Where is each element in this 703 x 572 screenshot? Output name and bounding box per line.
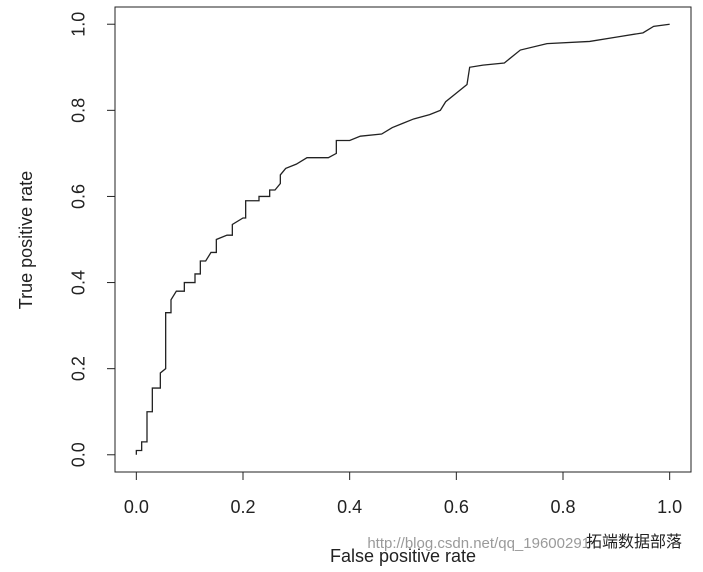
y-tick-label: 0.4 — [69, 270, 89, 295]
y-tick-label: 0.0 — [69, 442, 89, 467]
x-tick-label: 0.4 — [337, 497, 362, 517]
y-tick-label: 0.2 — [69, 356, 89, 381]
y-tick-label: 1.0 — [69, 12, 89, 37]
x-tick-label: 0.6 — [444, 497, 469, 517]
roc-line — [135, 23, 670, 455]
watermark-url: http://blog.csdn.net/qq_19600291 — [367, 535, 590, 552]
y-tick-label: 0.6 — [69, 184, 89, 209]
x-tick-label: 1.0 — [657, 497, 682, 517]
y-axis-title: True positive rate — [16, 171, 36, 309]
watermark-brand: 拓端数据部落 — [586, 533, 682, 551]
x-axis-title: False positive rate — [330, 546, 476, 566]
y-tick-label: 0.8 — [69, 98, 89, 123]
x-tick-label: 0.2 — [230, 497, 255, 517]
x-tick-label: 0.0 — [124, 497, 149, 517]
x-tick-label: 0.8 — [550, 497, 575, 517]
plot-frame — [114, 6, 692, 473]
